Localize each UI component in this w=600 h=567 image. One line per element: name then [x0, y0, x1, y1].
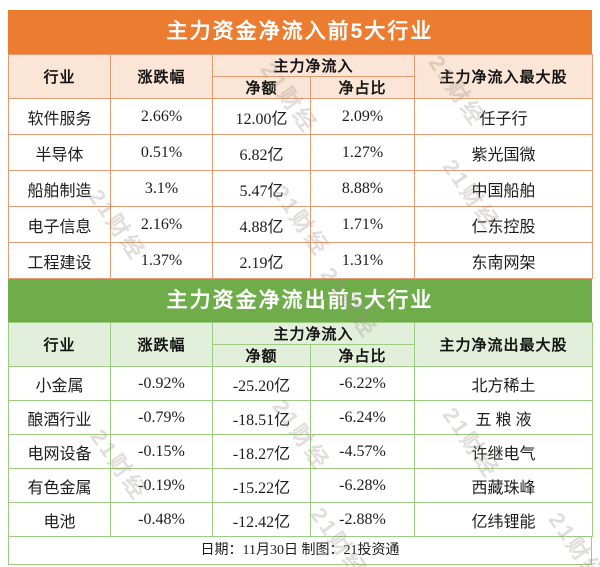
cell-net-amount: 5.47亿: [212, 170, 311, 207]
cell-net-amount: 4.88亿: [212, 206, 311, 243]
cell-net-ratio: -4.57%: [309, 434, 416, 469]
cell-net-ratio: -6.22%: [309, 366, 416, 401]
table-row: 酿酒行业 -0.79% -18.51亿 -6.24% 五 粮 液: [8, 400, 594, 435]
cell-industry: 工程建设: [8, 242, 111, 279]
cell-change: -0.15%: [110, 434, 213, 469]
cell-top-stock: 北方稀土: [414, 366, 594, 401]
cell-industry: 小金属: [8, 366, 111, 401]
cell-top-stock: 五 粮 液: [414, 400, 594, 435]
cell-net-amount: -15.22亿: [212, 468, 311, 503]
cell-industry: 电子信息: [8, 206, 111, 243]
outflow-title-bar: 主力资金净流出前5大行业: [8, 279, 592, 322]
cell-net-ratio: -2.88%: [309, 502, 416, 537]
table-row: 电子信息 2.16% 4.88亿 1.71% 仁东控股: [8, 206, 594, 243]
cell-change: -0.79%: [110, 400, 213, 435]
table-row: 船舶制造 3.1% 5.47亿 8.88% 中国船舶: [8, 170, 594, 207]
cell-change: 2.66%: [110, 98, 213, 135]
inflow-title-bar: 主力资金净流入前5大行业: [8, 10, 592, 54]
outflow-header-top-stock: 主力净流出最大股: [414, 322, 594, 367]
cell-change: 2.16%: [110, 206, 213, 243]
cell-change: -0.92%: [110, 366, 213, 401]
cell-top-stock: 任子行: [414, 98, 594, 135]
table-board: 主力资金净流入前5大行业 行业 涨跌幅 主力净流入 主力净流入最大股 净额 净占…: [8, 10, 594, 565]
inflow-header-row-top: 行业 涨跌幅 主力净流入 主力净流入最大股: [8, 54, 594, 99]
outflow-header-row-bottom: 净额 净占比: [9, 344, 593, 367]
cell-top-stock: 西藏珠峰: [414, 468, 594, 503]
cell-net-amount: -18.51亿: [212, 400, 311, 435]
cell-change: 3.1%: [110, 170, 213, 207]
table-row: 工程建设 1.37% 2.19亿 1.31% 东南网架: [8, 242, 594, 279]
outflow-header-industry: 行业: [8, 322, 111, 367]
cell-net-amount: 12.00亿: [212, 98, 311, 135]
cell-industry: 半导体: [8, 134, 111, 171]
cell-net-amount: -12.42亿: [212, 502, 311, 537]
cell-change: -0.48%: [110, 502, 213, 537]
cell-net-ratio: 8.88%: [309, 170, 416, 207]
cell-net-amount: -25.20亿: [212, 366, 311, 401]
cell-change: -0.19%: [110, 468, 213, 503]
cell-top-stock: 亿纬锂能: [414, 502, 594, 537]
cell-net-amount: 2.19亿: [212, 242, 311, 279]
cell-net-ratio: -6.24%: [309, 400, 416, 435]
cell-change: 0.51%: [110, 134, 213, 171]
outflow-header-change: 涨跌幅: [110, 322, 213, 367]
cell-net-ratio: 1.71%: [309, 206, 416, 243]
inflow-header-change: 涨跌幅: [110, 54, 213, 99]
inflow-header-top-stock: 主力净流入最大股: [414, 54, 594, 99]
cell-industry: 电池: [8, 502, 111, 537]
outflow-header-net-ratio: 净占比: [309, 344, 416, 367]
cell-net-amount: -18.27亿: [212, 434, 311, 469]
cell-net-ratio: 1.31%: [309, 242, 416, 279]
cell-industry: 软件服务: [8, 98, 111, 135]
inflow-header-net-ratio: 净占比: [309, 76, 416, 99]
cell-top-stock: 东南网架: [414, 242, 594, 279]
outflow-header-row-top: 行业 涨跌幅 主力净流入 主力净流出最大股: [8, 322, 594, 367]
cell-top-stock: 紫光国微: [414, 134, 594, 171]
footer-note: 日期：11月30日 制图：21投资通: [8, 536, 592, 565]
table-row: 电网设备 -0.15% -18.27亿 -4.57% 许继电气: [8, 434, 594, 469]
cell-top-stock: 中国船舶: [414, 170, 594, 207]
inflow-header-industry: 行业: [8, 54, 111, 99]
outflow-table: 行业 涨跌幅 主力净流入 主力净流出最大股 净额 净占比 小金属 -0.92% …: [8, 322, 594, 537]
cell-net-ratio: 2.09%: [309, 98, 416, 135]
cell-industry: 电网设备: [8, 434, 111, 469]
cell-net-amount: 6.82亿: [212, 134, 311, 171]
cell-change: 1.37%: [110, 242, 213, 279]
cell-net-ratio: 1.27%: [309, 134, 416, 171]
outflow-header-net-amount: 净额: [212, 344, 311, 367]
inflow-header-row-bottom: 净额 净占比: [9, 76, 593, 99]
inflow-header-netflow-group: 主力净流入: [211, 54, 416, 77]
cell-industry: 酿酒行业: [8, 400, 111, 435]
cell-top-stock: 许继电气: [414, 434, 594, 469]
table-row: 半导体 0.51% 6.82亿 1.27% 紫光国微: [8, 134, 594, 171]
inflow-table: 行业 涨跌幅 主力净流入 主力净流入最大股 净额 净占比 软件服务 2.66% …: [8, 54, 594, 279]
cell-industry: 有色金属: [8, 468, 111, 503]
table-row: 小金属 -0.92% -25.20亿 -6.22% 北方稀土: [8, 366, 594, 401]
table-row: 电池 -0.48% -12.42亿 -2.88% 亿纬锂能: [8, 502, 594, 537]
cell-net-ratio: -6.28%: [309, 468, 416, 503]
cell-top-stock: 仁东控股: [414, 206, 594, 243]
table-row: 有色金属 -0.19% -15.22亿 -6.28% 西藏珠峰: [8, 468, 594, 503]
inflow-header-net-amount: 净额: [212, 76, 311, 99]
cell-industry: 船舶制造: [8, 170, 111, 207]
table-row: 软件服务 2.66% 12.00亿 2.09% 任子行: [8, 98, 594, 135]
outflow-header-netflow-group: 主力净流入: [211, 322, 416, 345]
